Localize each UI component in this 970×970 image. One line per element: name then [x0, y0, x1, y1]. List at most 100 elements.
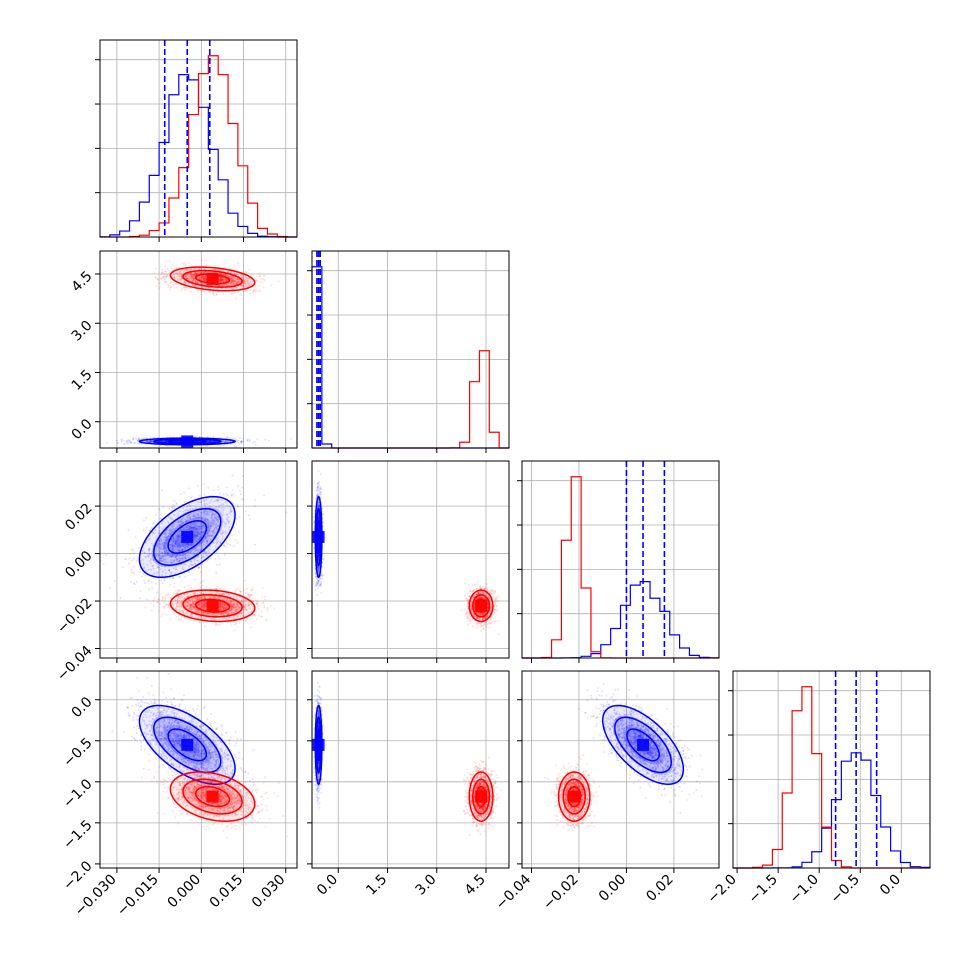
sample-point [160, 539, 163, 542]
sample-point [157, 554, 160, 557]
sample-point [186, 275, 189, 278]
sample-point [163, 275, 166, 278]
sample-point [204, 277, 207, 280]
sample-point [189, 274, 192, 277]
sample-point [128, 553, 131, 556]
sample-point [165, 536, 168, 539]
sample-point [178, 278, 181, 281]
sample-point [222, 493, 225, 496]
sample-point [199, 271, 202, 274]
sample-point [249, 288, 252, 291]
sample-point [165, 281, 168, 284]
sample-point [164, 566, 167, 569]
sample-point [148, 440, 151, 443]
sample-point [178, 271, 181, 274]
sample-point [202, 277, 205, 280]
sample-point [206, 539, 209, 542]
sample-point [220, 278, 223, 281]
sample-point [211, 514, 214, 517]
sample-point [174, 271, 177, 274]
sample-point [256, 290, 259, 293]
sample-point [224, 545, 227, 548]
sample-point [188, 527, 191, 530]
sample-point [171, 264, 174, 267]
sample-point [199, 271, 202, 274]
sample-point [190, 277, 193, 280]
sample-point [186, 526, 189, 529]
sample-point [113, 580, 116, 583]
sample-point [128, 439, 131, 442]
sample-point [169, 281, 172, 284]
sample-point [137, 439, 140, 442]
sample-point [171, 506, 174, 509]
sample-point [156, 278, 159, 281]
sample-point [208, 440, 211, 443]
sample-point [162, 605, 165, 608]
sample-point [188, 278, 191, 281]
panel-background [100, 40, 297, 237]
sample-point [177, 548, 180, 551]
sample-point [241, 285, 244, 288]
sample-point [194, 271, 197, 274]
blue-contour [167, 439, 208, 444]
sample-point [234, 282, 237, 285]
sample-point [172, 504, 175, 507]
sample-point [137, 442, 140, 445]
sample-point [172, 560, 175, 563]
sample-point [242, 289, 245, 292]
sample-point [226, 274, 229, 277]
sample-point [222, 284, 225, 287]
sample-point [178, 275, 181, 278]
sample-point [189, 272, 192, 275]
sample-point [187, 543, 190, 546]
sample-point [201, 278, 204, 281]
sample-point [213, 294, 216, 297]
sample-point [165, 440, 168, 443]
sample-point [191, 280, 194, 283]
sample-point [128, 557, 131, 560]
sample-point [181, 269, 184, 272]
sample-point [123, 443, 126, 446]
sample-point [194, 527, 197, 530]
sample-point [193, 547, 196, 550]
sample-point [239, 274, 242, 277]
panel-frame [732, 670, 931, 869]
sample-point [290, 437, 293, 440]
histogram-panel-3 [517, 460, 720, 663]
histogram-panel-2 [307, 250, 510, 453]
sample-point [195, 272, 198, 275]
sample-point [151, 564, 154, 567]
sample-point [213, 440, 216, 443]
sample-point [246, 281, 249, 284]
sample-point [218, 268, 221, 271]
sample-point [262, 286, 265, 289]
sample-point [254, 599, 257, 602]
sample-point [192, 272, 195, 275]
sample-point [194, 524, 197, 527]
sample-point [190, 272, 193, 275]
sample-point [125, 440, 128, 443]
sample-point [236, 280, 239, 283]
sample-point [124, 442, 127, 445]
sample-point [192, 268, 195, 271]
sample-point [256, 438, 259, 441]
sample-point [161, 551, 164, 554]
sample-point [254, 443, 257, 446]
sample-point [209, 557, 212, 560]
sample-point [192, 273, 195, 276]
sample-point [250, 281, 253, 284]
sample-point [230, 276, 233, 279]
panel-frame [99, 250, 298, 449]
sample-point [219, 280, 222, 283]
sample-point [102, 563, 105, 566]
sample-point [137, 437, 140, 440]
sample-point [139, 590, 142, 593]
sample-point [224, 283, 227, 286]
sample-point [218, 278, 221, 281]
sample-point [194, 273, 197, 276]
sample-point [172, 276, 175, 279]
sample-point [206, 554, 209, 557]
sample-point [221, 278, 224, 281]
sample-point [264, 438, 267, 441]
sample-point [215, 518, 218, 521]
